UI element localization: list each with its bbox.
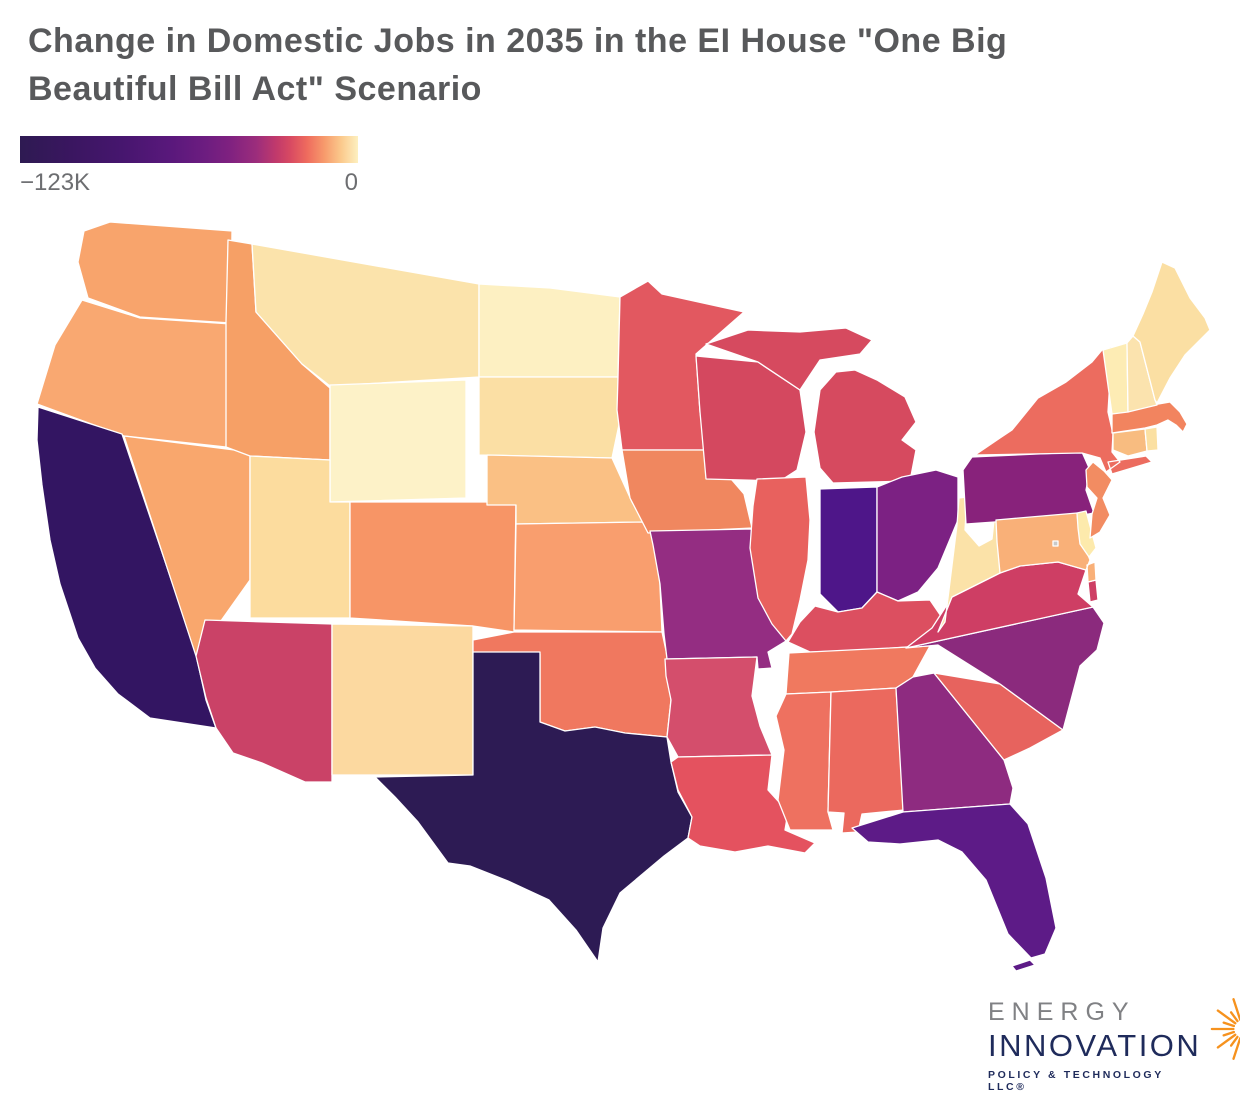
state-fl[interactable]: Florida (851, 803, 1057, 972)
state-nd[interactable]: North Dakota (478, 283, 621, 378)
state-la[interactable]: Louisiana (670, 754, 816, 854)
energy-innovation-logo: ENERGY INNOVATION POLICY & TECHNOLOGY LL… (988, 998, 1240, 1093)
states-layer: WashingtonOregonCaliforniaNevadaIdahoMon… (36, 221, 1211, 972)
page-title: Change in Domestic Jobs in 2035 in the E… (28, 22, 1008, 108)
state-co[interactable]: Colorado (349, 501, 517, 633)
legend-labels: −123K 0 (20, 169, 358, 197)
state-mi[interactable]: Michigan (705, 327, 917, 484)
state-ri[interactable]: Rhode Island (1144, 426, 1159, 452)
state-nj[interactable]: New Jersey (1085, 461, 1113, 539)
sunburst-icon (1210, 998, 1240, 1060)
logo-tagline: POLICY & TECHNOLOGY LLC® (988, 1069, 1164, 1093)
logo-text: ENERGY INNOVATION POLICY & TECHNOLOGY LL… (988, 998, 1203, 1093)
state-az[interactable]: Arizona (195, 619, 333, 783)
state-oh[interactable]: Ohio (876, 469, 959, 602)
state-nm[interactable]: New Mexico (331, 623, 474, 776)
state-dc[interactable]: District of Columbia (1052, 540, 1059, 547)
legend-max-label: 0 (344, 169, 358, 196)
state-wa[interactable]: Washington (77, 221, 233, 324)
state-il[interactable]: Illinois (749, 476, 811, 642)
state-wy[interactable]: Wyoming (329, 379, 467, 503)
state-sc[interactable]: South Carolina (933, 672, 1064, 761)
legend-gradient-bar (20, 136, 358, 163)
state-ct[interactable]: Connecticut (1112, 428, 1148, 457)
color-legend: −123K 0 (20, 136, 358, 197)
state-al[interactable]: Alabama (827, 687, 905, 834)
state-or[interactable]: Oregon (36, 299, 232, 448)
state-me[interactable]: Maine (1132, 261, 1211, 404)
state-ar[interactable]: Arkansas (664, 656, 773, 758)
state-tx[interactable]: Texas (374, 651, 693, 963)
state-ks[interactable]: Kansas (513, 521, 663, 633)
state-sd[interactable]: South Dakota (478, 376, 621, 459)
state-de[interactable]: Delaware (1076, 510, 1097, 558)
logo-word-energy: ENERGY (988, 998, 1136, 1026)
state-in[interactable]: Indiana (819, 486, 878, 613)
state-ms[interactable]: Mississippi (775, 691, 834, 831)
logo-word-innovation: INNOVATION (988, 1028, 1202, 1063)
state-md[interactable]: Maryland (995, 512, 1097, 583)
legend-min-label: −123K (20, 169, 91, 196)
